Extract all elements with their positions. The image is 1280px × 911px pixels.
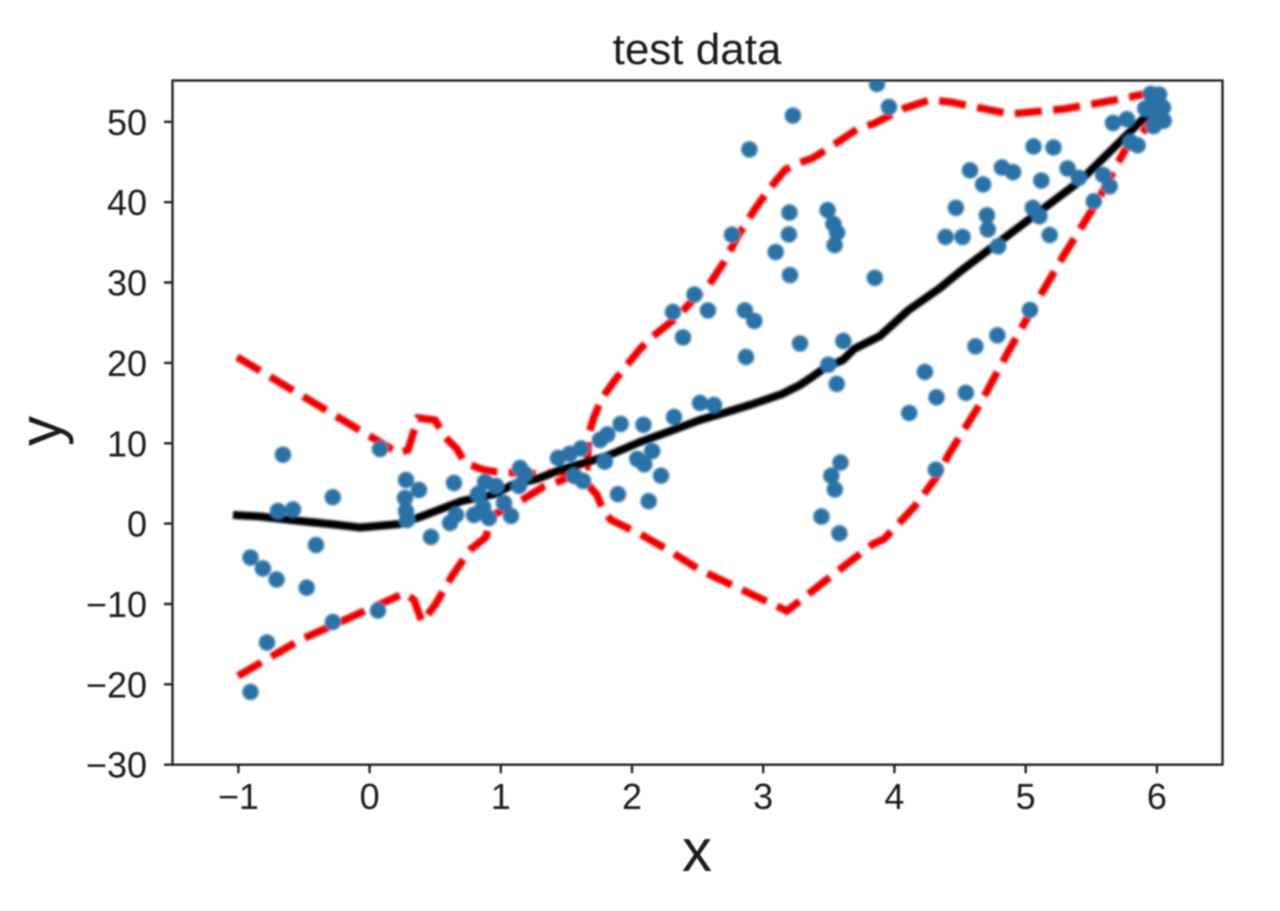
svg-text:−1: −1 [218,776,259,817]
svg-text:1: 1 [491,776,511,817]
svg-text:−10: −10 [86,584,147,625]
svg-text:x: x [682,817,712,884]
svg-text:50: 50 [107,102,147,143]
svg-text:6: 6 [1147,776,1167,817]
svg-text:y: y [7,416,74,446]
svg-text:0: 0 [127,504,147,545]
svg-text:20: 20 [107,343,147,384]
svg-text:−30: −30 [86,745,147,786]
svg-text:40: 40 [107,182,147,223]
svg-text:3: 3 [753,776,773,817]
svg-text:0: 0 [360,776,380,817]
svg-text:−20: −20 [86,664,147,705]
svg-text:10: 10 [107,423,147,464]
svg-text:4: 4 [884,776,904,817]
svg-text:30: 30 [107,263,147,304]
svg-text:5: 5 [1016,776,1036,817]
svg-text:2: 2 [622,776,642,817]
svg-text:test data: test data [613,25,782,74]
